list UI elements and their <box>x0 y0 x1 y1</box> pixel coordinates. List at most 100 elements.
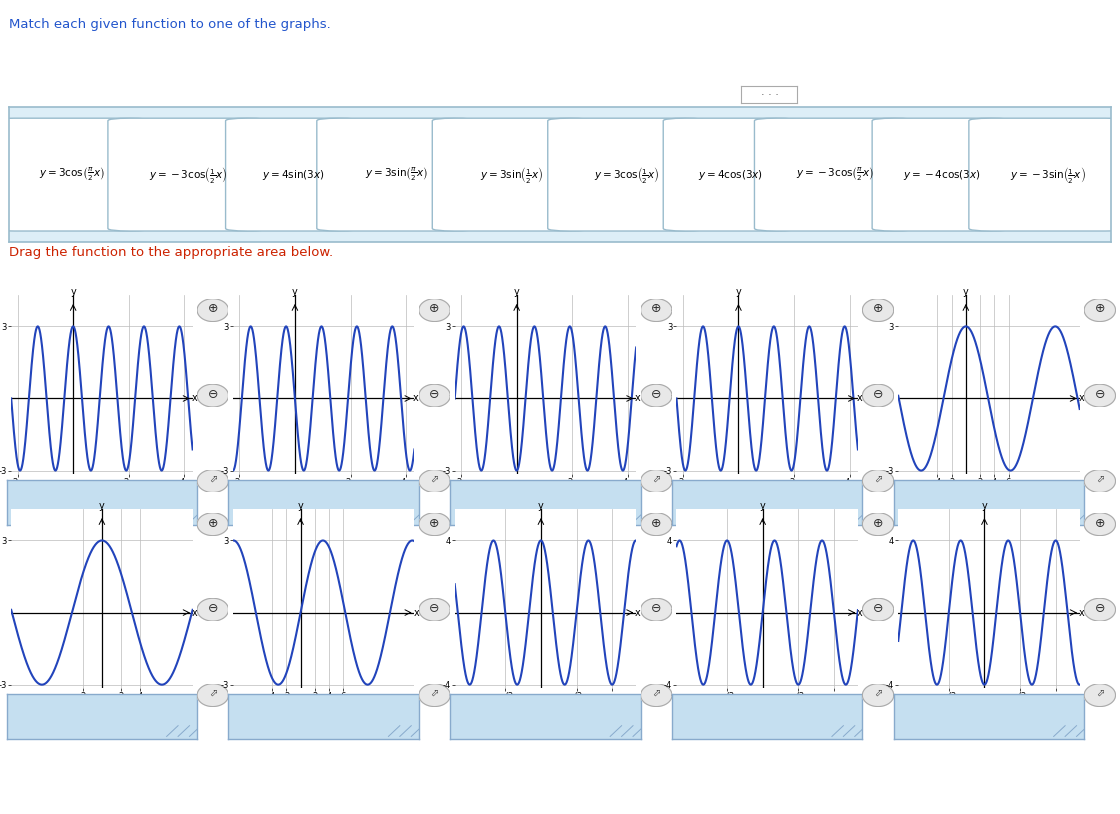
Text: x: x <box>192 393 197 404</box>
Text: ⬀: ⬀ <box>1095 689 1104 699</box>
Text: y: y <box>736 287 741 297</box>
Text: x: x <box>192 607 197 618</box>
Text: · · ·: · · · <box>760 90 778 100</box>
Text: x: x <box>857 393 862 404</box>
Polygon shape <box>641 470 672 492</box>
Text: $y=4\sin(3x)$: $y=4\sin(3x)$ <box>262 168 324 182</box>
Text: ⊖: ⊖ <box>1094 602 1105 615</box>
Text: y: y <box>981 501 988 511</box>
Text: ⊖: ⊖ <box>872 602 884 615</box>
Polygon shape <box>641 299 672 322</box>
Text: ⊕: ⊕ <box>872 303 884 316</box>
Text: x: x <box>635 607 641 618</box>
Polygon shape <box>1084 384 1116 407</box>
Text: y: y <box>71 287 76 297</box>
FancyBboxPatch shape <box>108 118 269 231</box>
Polygon shape <box>1084 598 1116 621</box>
Text: $y=3\sin\!\left(\frac{1}{2}x\right)$: $y=3\sin\!\left(\frac{1}{2}x\right)$ <box>480 164 543 185</box>
Text: ⊕: ⊕ <box>651 303 662 316</box>
FancyBboxPatch shape <box>432 118 591 231</box>
FancyBboxPatch shape <box>755 118 915 231</box>
Text: ⊕: ⊕ <box>1094 303 1105 316</box>
Text: ⊕: ⊕ <box>429 303 440 316</box>
Text: y: y <box>963 287 969 297</box>
Text: ⬀: ⬀ <box>652 689 661 699</box>
Polygon shape <box>1084 513 1116 536</box>
Polygon shape <box>419 384 450 407</box>
Text: ⊖: ⊖ <box>872 388 884 401</box>
Text: ⬀: ⬀ <box>652 475 661 485</box>
FancyBboxPatch shape <box>872 118 1012 231</box>
Text: Drag the function to the appropriate area below.: Drag the function to the appropriate are… <box>9 246 333 259</box>
Text: ⬀: ⬀ <box>874 689 883 699</box>
Text: x: x <box>413 393 419 404</box>
Text: $y=4\cos(3x)$: $y=4\cos(3x)$ <box>698 168 763 182</box>
Text: ⊕: ⊕ <box>872 517 884 530</box>
Text: $y=-3\cos\!\left(\frac{1}{2}x\right)$: $y=-3\cos\!\left(\frac{1}{2}x\right)$ <box>149 164 227 185</box>
Polygon shape <box>197 299 228 322</box>
Text: $y=3\cos\!\left(\frac{\pi}{2}x\right)$: $y=3\cos\!\left(\frac{\pi}{2}x\right)$ <box>39 166 104 183</box>
Text: ⊖: ⊖ <box>429 602 440 615</box>
Polygon shape <box>419 299 450 322</box>
Text: $y=-4\cos(3x)$: $y=-4\cos(3x)$ <box>903 168 981 182</box>
Text: ⬀: ⬀ <box>874 475 883 485</box>
Text: ⬀: ⬀ <box>430 475 439 485</box>
Text: ⊕: ⊕ <box>1094 517 1105 530</box>
Text: x: x <box>857 607 862 618</box>
Text: ⊖: ⊖ <box>651 388 662 401</box>
Polygon shape <box>1084 470 1116 492</box>
Text: ⊕: ⊕ <box>207 517 218 530</box>
Text: ⊖: ⊖ <box>429 388 440 401</box>
Polygon shape <box>197 470 228 492</box>
Polygon shape <box>1084 684 1116 707</box>
Text: $y=3\cos\!\left(\frac{1}{2}x\right)$: $y=3\cos\!\left(\frac{1}{2}x\right)$ <box>595 164 660 185</box>
Polygon shape <box>419 513 450 536</box>
Polygon shape <box>862 513 894 536</box>
Polygon shape <box>862 384 894 407</box>
Text: Match each given function to one of the graphs.: Match each given function to one of the … <box>9 18 330 31</box>
Text: ⬀: ⬀ <box>430 689 439 699</box>
Text: ⊖: ⊖ <box>1094 388 1105 401</box>
Polygon shape <box>1084 299 1116 322</box>
Text: $y=-3\cos\!\left(\frac{\pi}{2}x\right)$: $y=-3\cos\!\left(\frac{\pi}{2}x\right)$ <box>795 166 874 183</box>
Polygon shape <box>862 598 894 621</box>
Polygon shape <box>641 598 672 621</box>
Text: y: y <box>538 501 544 511</box>
Polygon shape <box>197 513 228 536</box>
Polygon shape <box>419 684 450 707</box>
FancyBboxPatch shape <box>969 118 1120 231</box>
Text: x: x <box>1079 393 1084 404</box>
Text: ⊕: ⊕ <box>429 517 440 530</box>
FancyBboxPatch shape <box>663 118 797 231</box>
Polygon shape <box>641 684 672 707</box>
FancyBboxPatch shape <box>317 118 476 231</box>
Polygon shape <box>197 384 228 407</box>
Text: $y=3\sin\!\left(\frac{\pi}{2}x\right)$: $y=3\sin\!\left(\frac{\pi}{2}x\right)$ <box>365 166 428 183</box>
Text: ⊖: ⊖ <box>651 602 662 615</box>
Text: ⊖: ⊖ <box>207 388 218 401</box>
Polygon shape <box>862 299 894 322</box>
FancyBboxPatch shape <box>225 118 360 231</box>
Text: y: y <box>292 287 298 297</box>
FancyBboxPatch shape <box>0 118 151 231</box>
Polygon shape <box>641 513 672 536</box>
Text: y: y <box>298 501 304 511</box>
Polygon shape <box>641 384 672 407</box>
Polygon shape <box>197 598 228 621</box>
Text: y: y <box>759 501 766 511</box>
FancyBboxPatch shape <box>548 118 707 231</box>
Text: ⬀: ⬀ <box>208 689 217 699</box>
Text: ⊕: ⊕ <box>207 303 218 316</box>
Text: ⊕: ⊕ <box>651 517 662 530</box>
Text: ⊖: ⊖ <box>207 602 218 615</box>
Polygon shape <box>419 470 450 492</box>
Polygon shape <box>197 684 228 707</box>
Text: x: x <box>1079 607 1084 618</box>
Polygon shape <box>419 598 450 621</box>
Polygon shape <box>862 470 894 492</box>
Text: ⬀: ⬀ <box>1095 475 1104 485</box>
Text: $y=-3\sin\!\left(\frac{1}{2}x\right)$: $y=-3\sin\!\left(\frac{1}{2}x\right)$ <box>1010 164 1086 185</box>
Text: ⬀: ⬀ <box>208 475 217 485</box>
Text: y: y <box>99 501 105 511</box>
Text: x: x <box>413 607 419 618</box>
